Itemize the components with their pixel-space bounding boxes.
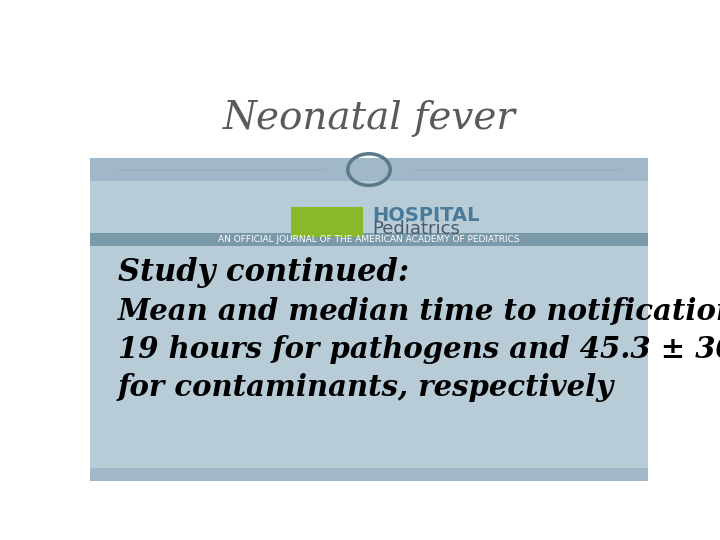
FancyBboxPatch shape	[90, 233, 648, 246]
Text: Neonatal fever: Neonatal fever	[222, 100, 516, 137]
Text: Mean and median time to notification 24.5 ± 17.1 and
19 hours for pathogens and : Mean and median time to notification 24.…	[118, 297, 720, 402]
Text: AN OFFICIAL JOURNAL OF THE AMERICAN ACADEMY OF PEDIATRICS: AN OFFICIAL JOURNAL OF THE AMERICAN ACAD…	[218, 235, 520, 244]
FancyBboxPatch shape	[90, 158, 648, 181]
Text: HOSPITAL: HOSPITAL	[372, 206, 480, 225]
Text: Study continued:: Study continued:	[118, 257, 409, 288]
Text: Pediatrics: Pediatrics	[372, 220, 459, 238]
FancyBboxPatch shape	[90, 181, 648, 481]
FancyBboxPatch shape	[291, 207, 364, 237]
FancyBboxPatch shape	[90, 468, 648, 481]
